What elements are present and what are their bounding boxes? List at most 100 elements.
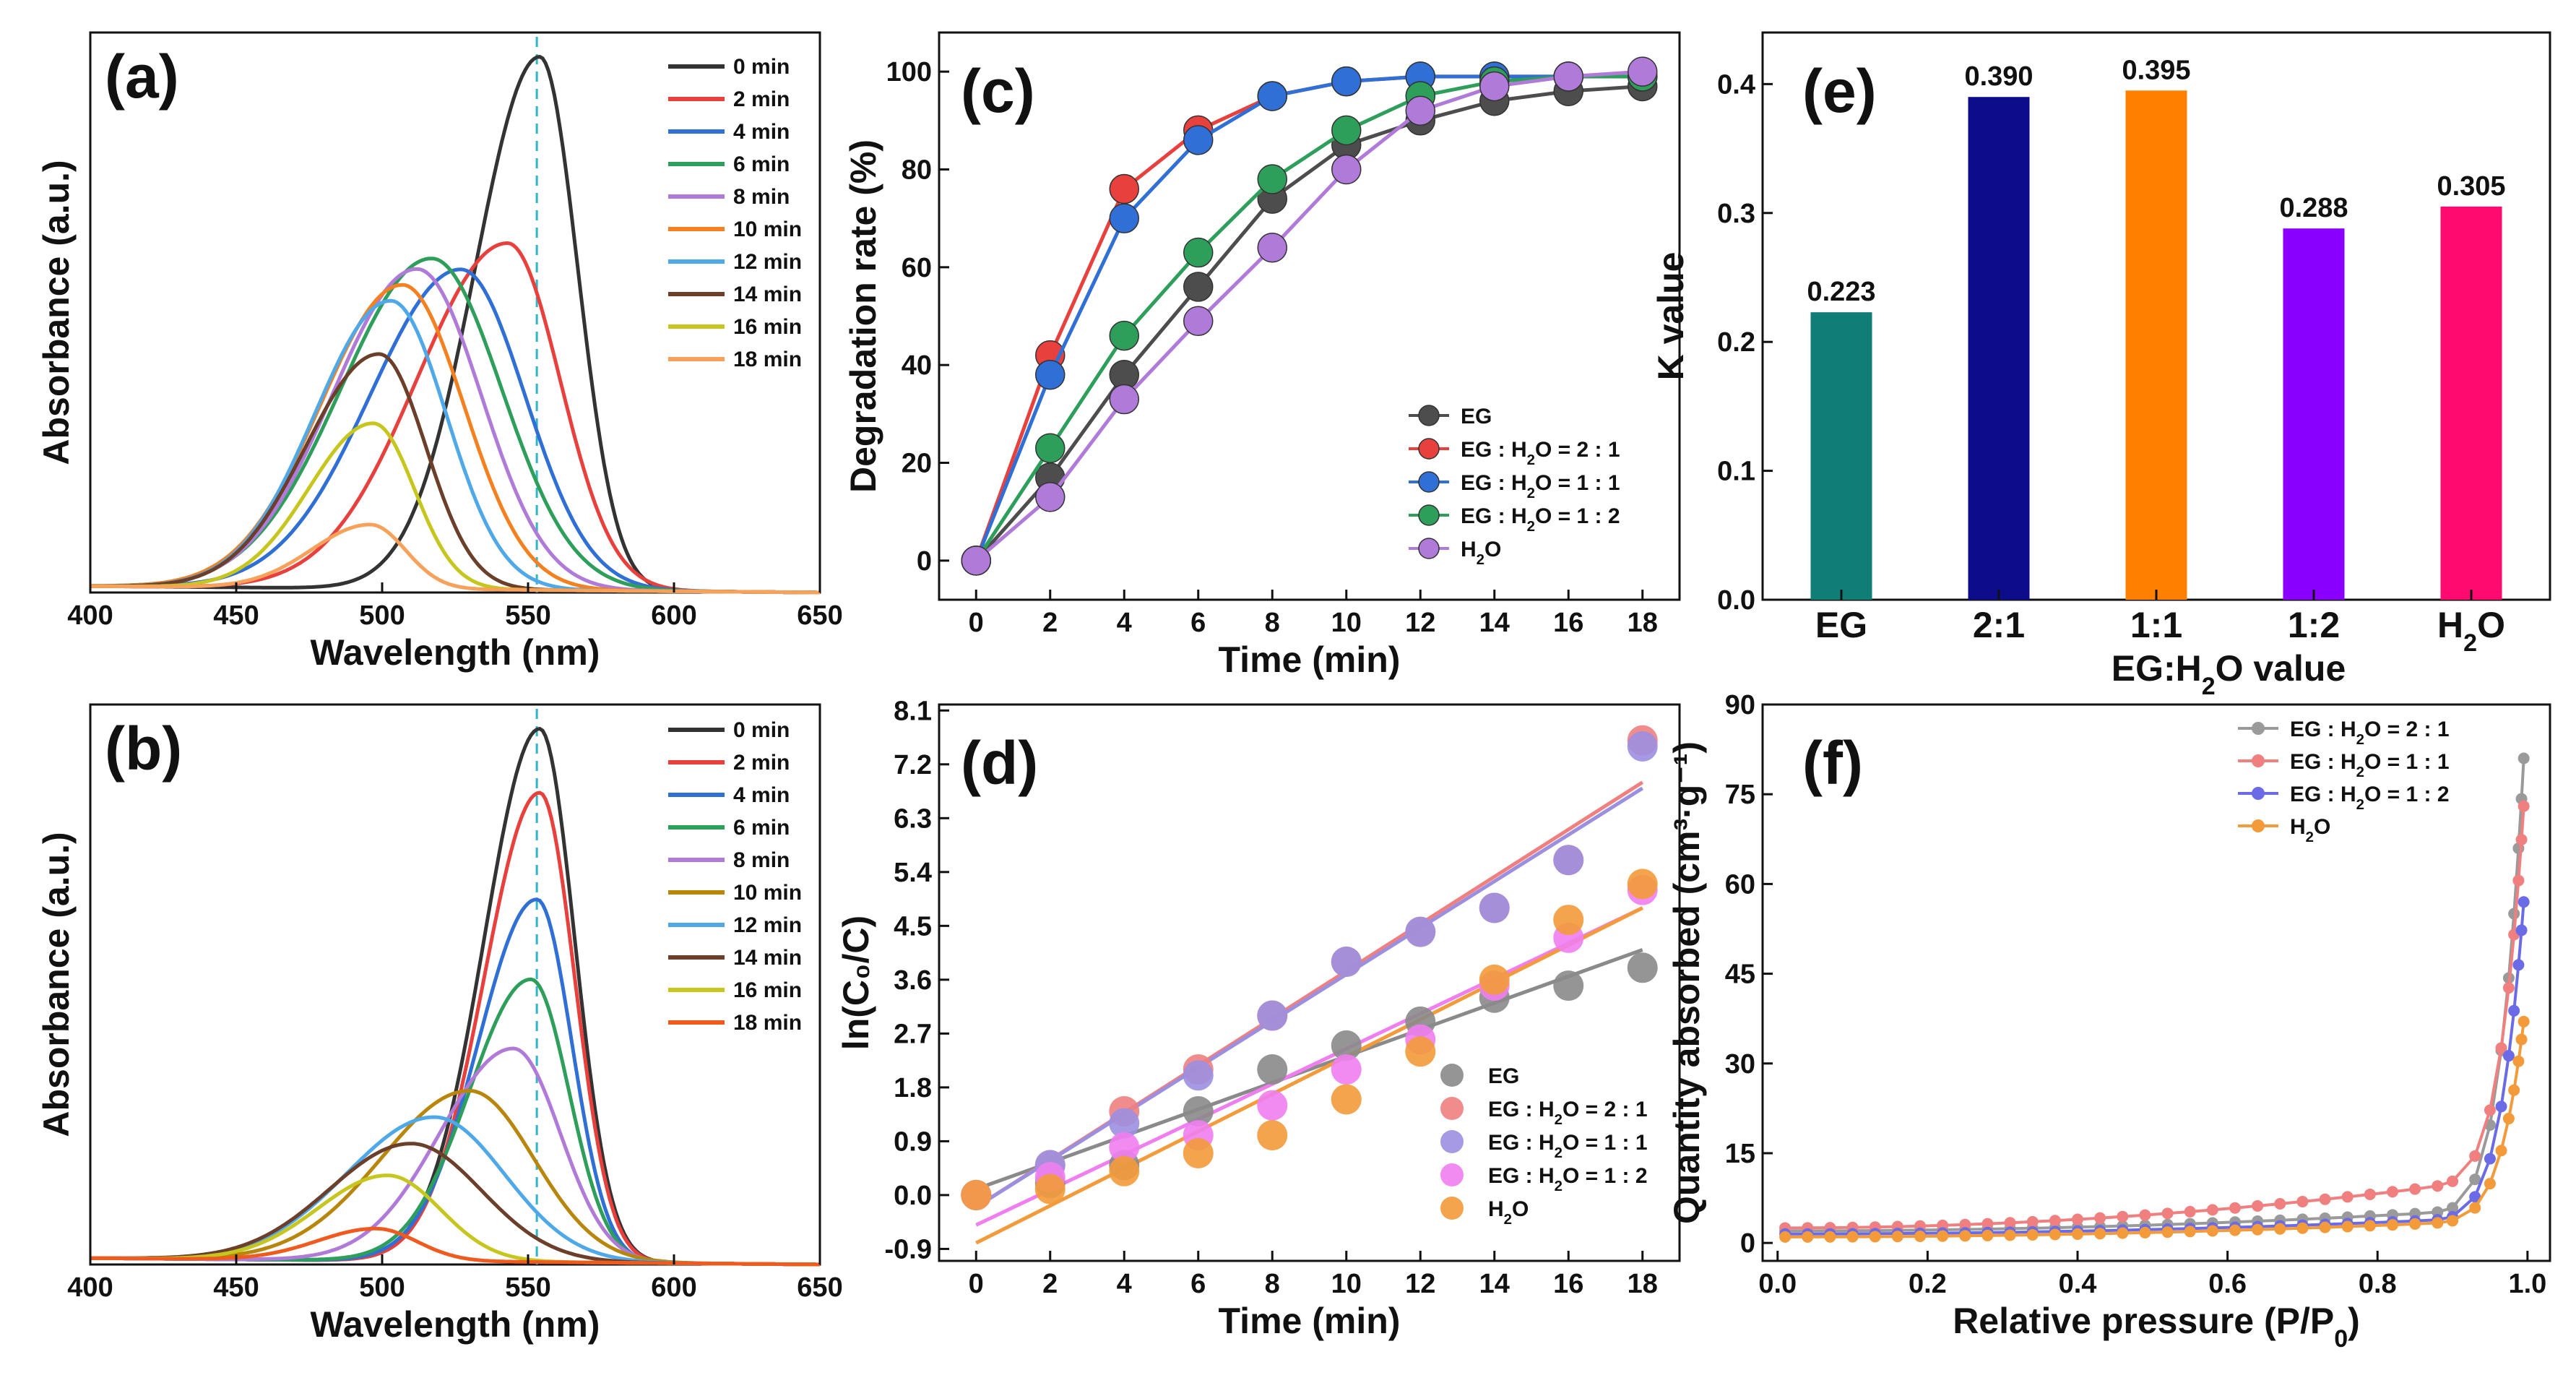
panel-c-point: [1035, 482, 1066, 512]
panel-d-point: [1034, 1173, 1066, 1205]
panel-b-xtick-label: 450: [213, 1272, 259, 1303]
panel-c-point: [1109, 203, 1139, 233]
panel-e-xlabel: EG:H2O value: [2112, 648, 2346, 700]
panel-f-point: [1981, 1218, 1994, 1230]
panel-f-point: [2274, 1198, 2286, 1210]
panel-e-ytick-label: 0.0: [1717, 585, 1755, 616]
panel-d-point: [961, 1179, 992, 1210]
panel-a-label: (a): [105, 43, 179, 111]
panel-d-xtick-label: 10: [1331, 1269, 1362, 1299]
panel-e-category-label: 2:1: [1973, 605, 2025, 645]
panel-f-point: [2469, 1191, 2481, 1203]
panel-c-xlabel: Time (min): [1219, 639, 1401, 680]
panel-f-point: [2206, 1225, 2218, 1237]
panel-a-xtick-label: 550: [505, 600, 550, 631]
panel-f-legend-label: H2O: [2290, 815, 2330, 845]
panel-b-series-8-min: [90, 1046, 820, 1267]
panel-f-point: [2341, 1191, 2354, 1203]
panel-d-frame: [938, 703, 1681, 1262]
panel-f-legend-label: EG : H2O = 2 : 1: [2290, 718, 2450, 748]
panel-f-point: [2026, 1215, 2039, 1228]
panel-c-point: [1331, 115, 1362, 146]
panel-f-point: [2161, 1226, 2174, 1238]
panel-a-series-16-min: [90, 421, 820, 595]
panel-f-frame: [1761, 703, 2551, 1262]
panel-d-ytick-label: 8.1: [894, 696, 932, 726]
panel-f-point: [2515, 924, 2528, 936]
panel-f-point: [2049, 1228, 2061, 1241]
panel-f-point: [1869, 1231, 1881, 1243]
panel-c-point: [1553, 61, 1583, 92]
panel-c-point: [1109, 320, 1139, 351]
panel-d-point: [1257, 1090, 1288, 1121]
panel-f-point: [2409, 1218, 2421, 1230]
panel-f-ytick-label: 90: [1725, 690, 1755, 720]
panel-c-point: [1109, 173, 1139, 204]
panel-d-legend-label: EG : H2O = 1 : 2: [1488, 1164, 1648, 1194]
panel-d-point: [1479, 892, 1510, 923]
panel-d-legend-marker: [1440, 1197, 1464, 1220]
panel-b-legend-label: 2 min: [733, 751, 790, 775]
panel-d-point: [1257, 1054, 1288, 1085]
panel-f-point: [2447, 1175, 2459, 1187]
panel-f-point: [2447, 1215, 2459, 1227]
panel-f-point: [2484, 1152, 2496, 1165]
panel-e-ytick-label: 0.3: [1717, 199, 1755, 229]
panel-f-point: [2026, 1229, 2039, 1241]
panel-f-point: [2229, 1224, 2241, 1236]
panel-f-point: [2184, 1225, 2196, 1238]
panel-e-bar: [1810, 312, 1872, 600]
panel-c-point: [1257, 233, 1287, 263]
panel-e-category-label: 1:1: [2130, 605, 2182, 645]
panel-d-xlabel: Time (min): [1219, 1301, 1401, 1341]
panel-e-bar-label: 0.305: [2437, 171, 2505, 202]
panel-c-legend-label: EG : H2O = 2 : 1: [1461, 438, 1620, 468]
panel-e-ytick-label: 0.1: [1717, 457, 1755, 487]
panel-c-frame: [938, 31, 1681, 601]
panel-d-legend-label: EG : H2O = 2 : 1: [1488, 1098, 1648, 1128]
panel-d-point: [1331, 1084, 1362, 1115]
panel-f-point: [2517, 896, 2530, 908]
panel-f-point: [1937, 1230, 1949, 1242]
panel-f-point: [2517, 1015, 2530, 1027]
panel-d-point: [1331, 1030, 1362, 1061]
panel-a-xlabel: Wavelength (nm): [311, 632, 600, 673]
panel-b-legend-label: 0 min: [733, 718, 790, 742]
panel-d-ytick-label: 1.8: [894, 1073, 932, 1103]
panel-b-series-0-min: [90, 726, 820, 1267]
panel-d-xtick-label: 18: [1628, 1269, 1658, 1299]
panel-f-point: [2502, 982, 2515, 994]
panel-b-series-18-min: [90, 1226, 820, 1267]
panel-a-xtick-label: 400: [67, 600, 113, 631]
panel-f-xtick-label: 0.8: [2359, 1269, 2397, 1299]
panel-d-point: [1109, 1132, 1140, 1163]
panel-a-series-18-min: [90, 522, 820, 595]
panel-f-point: [2432, 1180, 2444, 1192]
panel-e-ytick-label: 0.4: [1717, 69, 1755, 100]
panel-b-xtick-label: 550: [505, 1272, 550, 1303]
panel-d-point: [1183, 1096, 1214, 1127]
panel-f-xtick-label: 0.6: [2208, 1269, 2247, 1299]
panel-d-xtick-label: 6: [1190, 1269, 1206, 1299]
panel-a-frame: [89, 31, 821, 594]
panel-e-ylabel: K value: [1651, 252, 1691, 381]
panel-d-ytick-label: 3.6: [894, 965, 932, 996]
panel-a-xtick-label: 650: [797, 600, 842, 631]
panel-c-point: [1035, 433, 1066, 463]
panel-d-ytick-label: 7.2: [894, 750, 932, 780]
panel-f-point: [2117, 1227, 2129, 1239]
panel-d-legend-marker: [1440, 1097, 1464, 1120]
panel-d-point: [1109, 1155, 1140, 1186]
panel-f-xtick-label: 0.4: [2059, 1269, 2097, 1299]
panel-e-bar: [2440, 206, 2502, 600]
panel-e-bar: [2283, 228, 2345, 600]
panel-f-point: [2515, 1033, 2528, 1046]
panel-d-point: [1109, 1108, 1140, 1139]
panel-f-point: [2387, 1186, 2398, 1198]
panel-c-legend-marker: [1418, 438, 1440, 460]
panel-f-point: [2072, 1228, 2083, 1240]
panel-f-point: [1959, 1230, 1971, 1242]
panel-c-series-line: [974, 74, 1643, 562]
panel-d-ytick-label: 5.4: [894, 858, 932, 888]
panel-d-fit-line: [974, 786, 1644, 1209]
